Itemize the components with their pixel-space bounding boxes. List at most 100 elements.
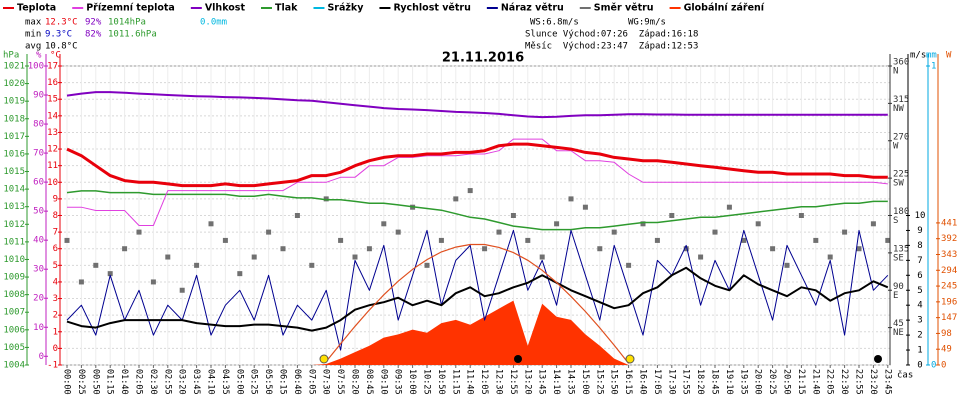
axis-title: %: [36, 51, 42, 61]
scatter-point: [770, 246, 776, 252]
x-tick-label: 00:00: [62, 369, 72, 395]
stat-label: avg: [25, 42, 41, 52]
legend-label: Globální záření: [684, 3, 765, 14]
y-tick-label: 3: [53, 294, 58, 304]
series-area: [67, 300, 888, 365]
y-tick-label: 40: [33, 236, 44, 246]
chart-title: 21.11.2016: [442, 51, 524, 66]
y-tick-label: 60: [33, 178, 44, 188]
scatter-point: [539, 254, 545, 260]
y-tick-label: 9: [917, 226, 922, 236]
x-tick-label: 04:35: [220, 369, 230, 395]
stat-press: 1014hPa: [108, 18, 146, 28]
x-tick-label: 23:45: [882, 369, 892, 395]
y-tick-label: 441: [941, 218, 957, 228]
x-tick-label: 05:50: [263, 369, 273, 395]
scatter-point: [654, 237, 660, 243]
y-tick-label: 4: [53, 277, 58, 287]
scatter-point: [338, 237, 344, 243]
x-tick-label: 10:00: [407, 369, 417, 395]
y-tick-label: 2: [917, 331, 922, 341]
y-tick-label: 1016: [3, 149, 25, 159]
y-tick-label: 3: [917, 316, 922, 326]
x-tick-label: 20:25: [767, 369, 777, 395]
x-tick-label: 18:20: [695, 369, 705, 395]
x-tick-label: 08:45: [364, 369, 374, 395]
y-tick-label: 4: [917, 301, 922, 311]
x-tick-label: 09:10: [378, 369, 388, 395]
scatter-point: [165, 254, 171, 260]
x-tick-label: 03:20: [177, 369, 187, 395]
scatter-point: [568, 196, 574, 202]
x-tick-label: 16:15: [623, 369, 633, 395]
scatter-point: [222, 237, 228, 243]
x-tick-label: 09:35: [393, 369, 403, 395]
y-tick-label: 1020: [3, 79, 25, 89]
x-tick-label: 14:35: [566, 369, 576, 395]
y-tick-label: 1: [931, 62, 936, 72]
y-tick-label: 12: [47, 145, 58, 155]
x-tick-label: 12:05: [479, 369, 489, 395]
direction-label: S: [893, 216, 898, 226]
y-tick-label: 315: [893, 95, 909, 105]
y-tick-label: 270: [893, 132, 909, 142]
series-line: [66, 142, 888, 188]
y-tick-label: 49: [941, 345, 952, 355]
x-tick-label: 02:55: [162, 369, 172, 395]
x-tick-label: 07:55: [335, 369, 345, 395]
series-line: [67, 138, 888, 226]
y-tick-label: 1004: [3, 361, 25, 371]
x-tick-label: 02:30: [148, 369, 158, 395]
scatter-point: [323, 196, 329, 202]
scatter-point: [784, 262, 790, 268]
y-tick-label: 16: [47, 78, 58, 88]
scatter-point: [467, 188, 473, 194]
x-tick-label: 00:25: [76, 369, 86, 395]
sunset-icon: [625, 354, 635, 364]
stat-temp: 10.8°C: [45, 42, 78, 52]
y-tick-label: 8: [53, 211, 58, 221]
y-tick-label: 1006: [3, 325, 25, 335]
y-tick-label: 90: [33, 91, 44, 101]
legend-label: Teplota: [17, 3, 56, 14]
axis-title: W: [946, 51, 952, 61]
x-tick-label: 13:45: [537, 369, 547, 395]
y-tick-label: 343: [941, 250, 957, 260]
y-tick-label: 196: [941, 297, 957, 307]
scatter-point: [582, 204, 588, 210]
y-tick-label: 1014: [3, 185, 25, 195]
x-tick-label: 21:40: [810, 369, 820, 395]
y-tick-label: 1: [917, 346, 922, 356]
legend-label: Přízemní teplota: [86, 3, 175, 14]
x-tick-label: 22:30: [839, 369, 849, 395]
moonrise-icon: [874, 355, 882, 363]
x-tick-label: 07:05: [306, 369, 316, 395]
y-tick-label: 1009: [3, 273, 25, 283]
x-tick-label: 10:50: [436, 369, 446, 395]
x-tick-label: 01:15: [105, 369, 115, 395]
y-tick-label: 1021: [3, 62, 25, 72]
scatter-point: [698, 254, 704, 260]
scatter-point: [626, 262, 632, 268]
y-tick-label: 17: [47, 62, 58, 72]
radiation-max-line: [325, 243, 630, 364]
x-tick-label: 20:50: [782, 369, 792, 395]
x-tick-label: 05:00: [234, 369, 244, 395]
y-tick-label: 0: [941, 361, 946, 371]
x-tick-label: 15:25: [594, 369, 604, 395]
legend-label: Směr větru: [594, 3, 654, 14]
y-tick-label: 7: [917, 256, 922, 266]
x-tick-label: 21:15: [796, 369, 806, 395]
direction-label: E: [893, 291, 898, 301]
scatter-point: [712, 229, 718, 235]
series-line: [66, 91, 888, 119]
scatter-point: [798, 213, 804, 218]
x-tick-label: 04:10: [206, 369, 216, 395]
scatter-point: [870, 221, 876, 227]
y-tick-label: -1: [47, 361, 58, 371]
axis-title: °C: [50, 51, 61, 61]
direction-label: N: [893, 67, 898, 77]
direction-label: W: [893, 141, 899, 151]
legend-label: Náraz větru: [501, 3, 564, 14]
